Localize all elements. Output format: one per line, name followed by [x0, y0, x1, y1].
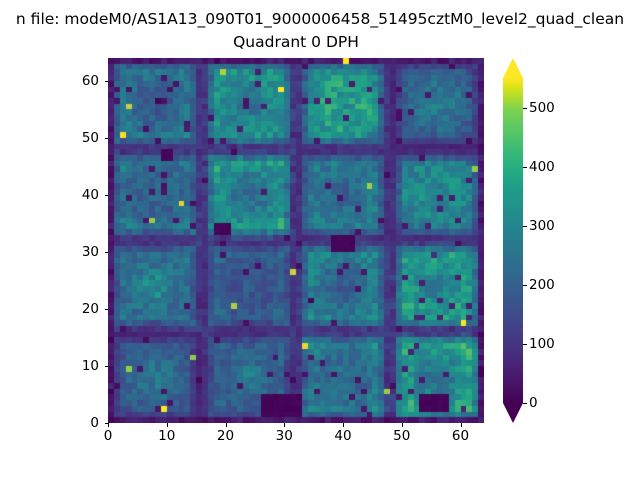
x-tick-mark — [225, 423, 227, 427]
colorbar-tick-label: 0 — [529, 395, 538, 411]
y-tick-mark — [104, 195, 108, 196]
y-tick-label: 50 — [81, 129, 99, 146]
colorbar-tick-mark — [523, 108, 527, 109]
colorbar-tick-mark — [523, 344, 527, 345]
y-tick-label-wrap: 20 — [39, 302, 99, 316]
y-tick-label-wrap: 40 — [39, 188, 99, 202]
x-tick-label: 10 — [158, 428, 176, 444]
y-tick-label-wrap: 30 — [39, 245, 99, 259]
y-tick-mark — [104, 366, 108, 367]
colorbar-tick-mark — [523, 226, 527, 227]
x-tick-label: 20 — [216, 428, 235, 444]
y-tick-label: 0 — [90, 415, 99, 431]
heatmap-axes — [108, 58, 484, 423]
x-tick-label: 50 — [393, 428, 411, 444]
colorbar-tick-mark — [523, 167, 527, 168]
x-tick-label: 60 — [451, 428, 470, 444]
x-tick-mark — [401, 423, 403, 427]
y-tick-label-wrap: 60 — [39, 74, 99, 88]
x-tick-label: 30 — [275, 428, 293, 444]
y-tick-label-wrap: 10 — [39, 359, 99, 373]
y-tick-mark — [104, 309, 108, 310]
figure-suptitle-clip: n file: modeM0/AS1A13_090T01_9000006458_… — [0, 7, 640, 31]
y-tick-mark — [104, 423, 108, 424]
colorbar-tick-mark — [523, 285, 527, 286]
x-tick-mark — [343, 423, 344, 427]
colorbar-tick-label: 200 — [529, 276, 555, 293]
y-tick-label: 20 — [81, 300, 99, 317]
colorbar-tick-label: 100 — [529, 335, 555, 352]
colorbar-under-arrow — [503, 403, 523, 423]
y-tick-label: 10 — [81, 357, 99, 374]
y-tick-mark — [104, 81, 108, 82]
x-tick-label: 0 — [103, 428, 113, 444]
colorbar-gradient — [503, 78, 523, 403]
colorbar-tick-label: 300 — [529, 217, 555, 234]
y-tick-label: 60 — [81, 72, 99, 89]
x-tick-mark — [460, 423, 462, 427]
y-tick-label: 30 — [81, 243, 99, 260]
x-tick-mark — [166, 423, 168, 427]
y-tick-label-wrap: 50 — [39, 131, 99, 145]
y-tick-mark — [104, 138, 108, 139]
x-tick-label: 40 — [334, 428, 352, 444]
y-tick-label: 40 — [81, 186, 99, 203]
colorbar-tick-mark — [523, 403, 527, 404]
colorbar — [503, 58, 523, 423]
x-tick-mark — [108, 423, 109, 427]
colorbar-over-arrow — [503, 58, 523, 78]
axes-title: Quadrant 0 DPH — [233, 33, 359, 51]
figure-suptitle: n file: modeM0/AS1A13_090T01_9000006458_… — [15, 10, 625, 28]
heatmap-image — [108, 58, 484, 423]
x-tick-mark — [284, 423, 286, 427]
colorbar-tick-label: 500 — [529, 99, 555, 116]
y-tick-label-wrap: 0 — [39, 416, 99, 430]
colorbar-tick-label: 400 — [529, 158, 555, 175]
y-tick-mark — [104, 252, 108, 253]
